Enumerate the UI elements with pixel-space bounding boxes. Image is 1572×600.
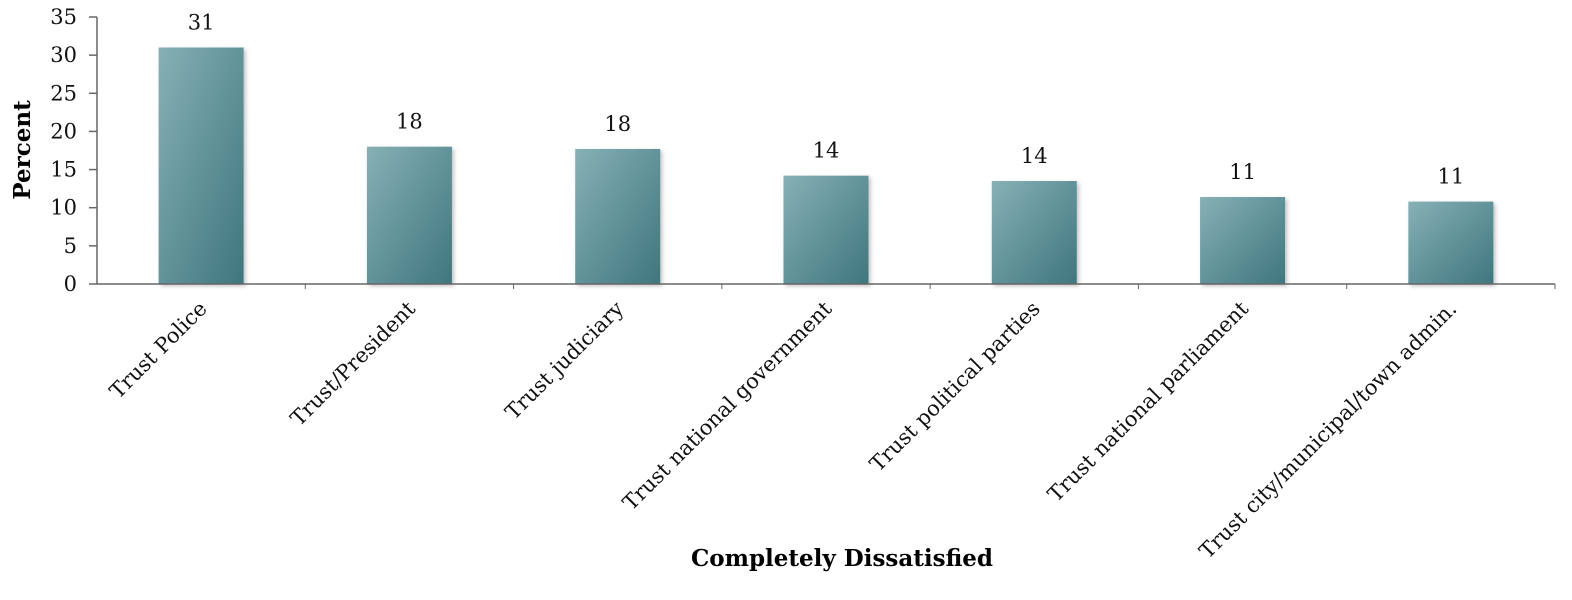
x-tick-label: Trust city/municipal/town admin. [1195, 297, 1462, 564]
bar [158, 47, 244, 285]
x-tick-label: Trust national government [618, 296, 837, 515]
data-label: 11 [1229, 160, 1256, 184]
x-tick-label: Trust Police [105, 297, 212, 404]
bar [575, 148, 661, 284]
bars-layer [158, 47, 1494, 285]
x-tick-label: Trust judiciary [501, 296, 629, 424]
y-tick-label: 35 [50, 5, 77, 29]
x-tick-label: Trust political parties [865, 297, 1045, 477]
y-axis-title: Percent [9, 100, 36, 200]
bar [366, 146, 452, 284]
bar [1200, 197, 1286, 284]
data-label: 14 [1021, 144, 1048, 168]
y-tick-label: 15 [50, 158, 77, 182]
y-tick-label: 20 [50, 119, 77, 143]
data-label: 18 [604, 112, 631, 136]
bar [991, 181, 1077, 284]
y-tick-label: 0 [64, 272, 77, 296]
x-tick-label: Trust/President [286, 296, 421, 431]
y-tick-label: 10 [50, 196, 77, 220]
y-tick-label: 30 [50, 43, 77, 67]
axes-layer: 0 5 10 15 20 25 30 35 [50, 5, 1556, 296]
data-label: 31 [188, 11, 215, 35]
y-tick-label: 5 [64, 234, 77, 258]
data-label: 14 [813, 139, 840, 163]
data-label: 18 [396, 110, 423, 134]
data-label: 11 [1437, 165, 1464, 189]
labels-layer: 31 Trust Police 18 Trust/President 18 Trust j… [105, 11, 1464, 564]
x-axis-title: Completely Dissatisfied [691, 545, 993, 572]
y-tick-label: 25 [50, 81, 77, 105]
bar [783, 175, 869, 284]
x-tick-label: Trust national parliament [1043, 296, 1253, 506]
bar [1408, 201, 1494, 284]
